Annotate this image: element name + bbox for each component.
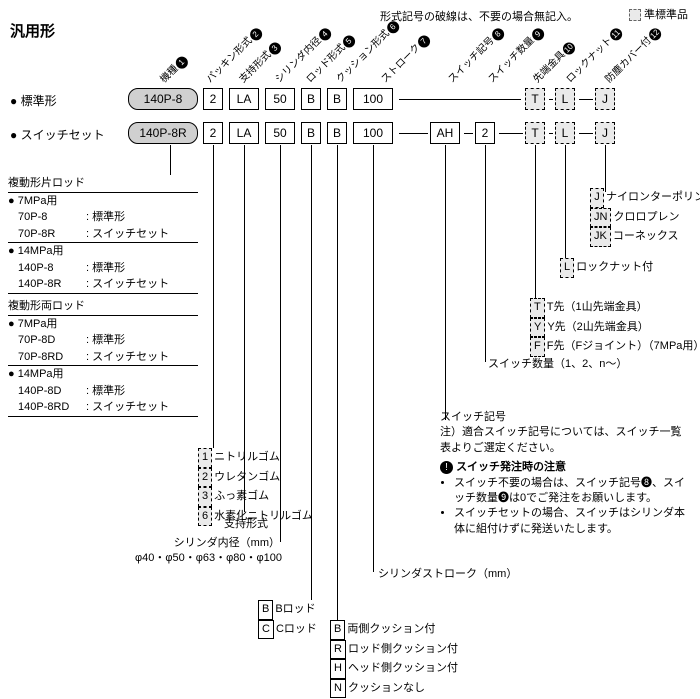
col6-list: B両側クッション付Rロッド側クッション付Hヘッド側クッション付Nクッションなし: [330, 620, 458, 698]
col8-note: 注）適合スイッチ記号については、スイッチ一覧 表よりご選定ください。: [440, 425, 690, 456]
side-row: 70P-8RD: スイッチセット: [8, 349, 198, 367]
col4-l2: φ40・φ50・φ63・φ80・φ100: [135, 549, 282, 565]
row-label: ● 標準形: [10, 92, 57, 109]
code-row: Nクッションなし: [330, 679, 458, 699]
code-cell: AH: [430, 122, 460, 144]
legend-swatch: [629, 9, 641, 21]
col5-list: BBロッドCCロッド: [258, 600, 317, 639]
col9-label: スイッチ数量（1、2、n～）: [488, 355, 627, 371]
code-cell: B: [327, 122, 347, 144]
col-header: 機種1: [156, 51, 191, 86]
connector-line: [445, 145, 446, 420]
col8-warn-head: スイッチ発注時の注意: [456, 461, 566, 473]
col10-list: TT先（1山先端金具）YY先（2山先端金具）FF先（Fジョイント）（7MPa用）: [530, 298, 700, 357]
connector-line: [337, 145, 338, 620]
side-group-head: ● 14MPa用: [8, 243, 198, 260]
code-row: 3ふっ素ゴム: [198, 487, 313, 507]
top-note: 形式記号の破線は、不要の場合無記入。: [380, 8, 578, 24]
col8-block: スイッチ記号 注）適合スイッチ記号については、スイッチ一覧 表よりご選定ください…: [440, 410, 690, 537]
row-label: ● スイッチセット: [10, 126, 105, 143]
row-dash: [549, 99, 553, 100]
col3-label: 支持形式: [224, 515, 268, 531]
row-dash: [549, 133, 553, 134]
code-cell: B: [301, 122, 321, 144]
side-row: 140P-8D: 標準形: [8, 383, 198, 400]
col7-label: シリンダストローク（mm）: [378, 565, 517, 581]
col4-l1: シリンダ内径（mm）: [170, 534, 280, 550]
code-row: Jナイロンターポリン: [590, 188, 700, 208]
side-group-head: ● 7MPa用: [8, 193, 198, 210]
code-row: Rロッド側クッション付: [330, 640, 458, 660]
col12-list: JナイロンターポリンJNクロロプレンJKコーネックス: [590, 188, 700, 247]
code-row: 2ウレタンゴム: [198, 468, 313, 488]
legend: 準標準品: [629, 6, 688, 22]
code-row: JNクロロプレン: [590, 208, 700, 228]
code-row: 1ニトリルゴム: [198, 448, 313, 468]
connector-line: [535, 145, 536, 300]
legend-label: 準標準品: [644, 9, 688, 21]
code-cell: J: [595, 122, 615, 144]
model-cell: 140P-8: [128, 88, 198, 110]
code-cell: T: [525, 88, 545, 110]
code-cell: J: [595, 88, 615, 110]
side-table-2: 複動形両ロッド ● 7MPa用70P-8D: 標準形70P-8RD: スイッチセ…: [8, 298, 198, 417]
code-cell: 2: [203, 122, 223, 144]
connector-line: [605, 145, 606, 192]
code-cell: L: [555, 122, 575, 144]
code-cell: LA: [229, 122, 259, 144]
side-row: 140P-8R: スイッチセット: [8, 276, 198, 294]
side-row: 70P-8: 標準形: [8, 209, 198, 226]
row-dash: [579, 133, 593, 134]
side2-title: 複動形両ロッド: [8, 298, 198, 316]
code-row: Hヘッド側クッション付: [330, 659, 458, 679]
code-row: B両側クッション付: [330, 620, 458, 640]
model-cell: 140P-8R: [128, 122, 198, 144]
code-row: CCロッド: [258, 620, 317, 640]
code-row: JKコーネックス: [590, 227, 700, 247]
code-cell: 100: [353, 122, 393, 144]
page-title: 汎用形: [10, 20, 55, 41]
code-row: FF先（Fジョイント）（7MPa用）: [530, 337, 700, 357]
warn-icon: !: [440, 461, 453, 474]
code-cell: B: [301, 88, 321, 110]
col11-list: Lロックナット付: [560, 258, 653, 278]
code-row: TT先（1山先端金具）: [530, 298, 700, 318]
code-cell: L: [555, 88, 575, 110]
side-group-head: ● 14MPa用: [8, 366, 198, 383]
side1-title: 複動形片ロッド: [8, 175, 198, 193]
connector-line: [565, 145, 566, 262]
side-group-head: ● 7MPa用: [8, 316, 198, 333]
connector-line: [485, 145, 486, 362]
row-dash: [399, 99, 521, 100]
code-cell: 100: [353, 88, 393, 110]
code-cell: B: [327, 88, 347, 110]
row-dash: [499, 133, 523, 134]
connector-line: [373, 145, 374, 572]
side-row: 140P-8: 標準形: [8, 260, 198, 277]
row-dash: [579, 99, 593, 100]
warn-item: スイッチセットの場合、スイッチはシリンダ本体に組付けずに発送いたします。: [454, 506, 690, 537]
col8-head: スイッチ記号: [440, 410, 690, 425]
code-cell: 50: [265, 88, 295, 110]
code-row: Lロックナット付: [560, 258, 653, 278]
code-cell: T: [525, 122, 545, 144]
code-row: BBロッド: [258, 600, 317, 620]
warn-item: スイッチ不要の場合は、スイッチ記号❽、スイッチ数量❾は0でご発注をお願いします。: [454, 476, 690, 507]
code-cell: 2: [203, 88, 223, 110]
code-cell: LA: [229, 88, 259, 110]
side-row: 70P-8D: 標準形: [8, 332, 198, 349]
side-row: 140P-8RD: スイッチセット: [8, 399, 198, 417]
row-dash: [399, 133, 428, 134]
row-dash: [464, 133, 473, 134]
connector-line: [170, 145, 171, 175]
side-table-1: 複動形片ロッド ● 7MPa用70P-8: 標準形70P-8R: スイッチセット…: [8, 175, 198, 294]
code-row: YY先（2山先端金具）: [530, 318, 700, 338]
connector-line: [213, 145, 214, 448]
side-row: 70P-8R: スイッチセット: [8, 226, 198, 244]
code-cell: 2: [475, 122, 495, 144]
code-cell: 50: [265, 122, 295, 144]
connector-line: [311, 145, 312, 600]
